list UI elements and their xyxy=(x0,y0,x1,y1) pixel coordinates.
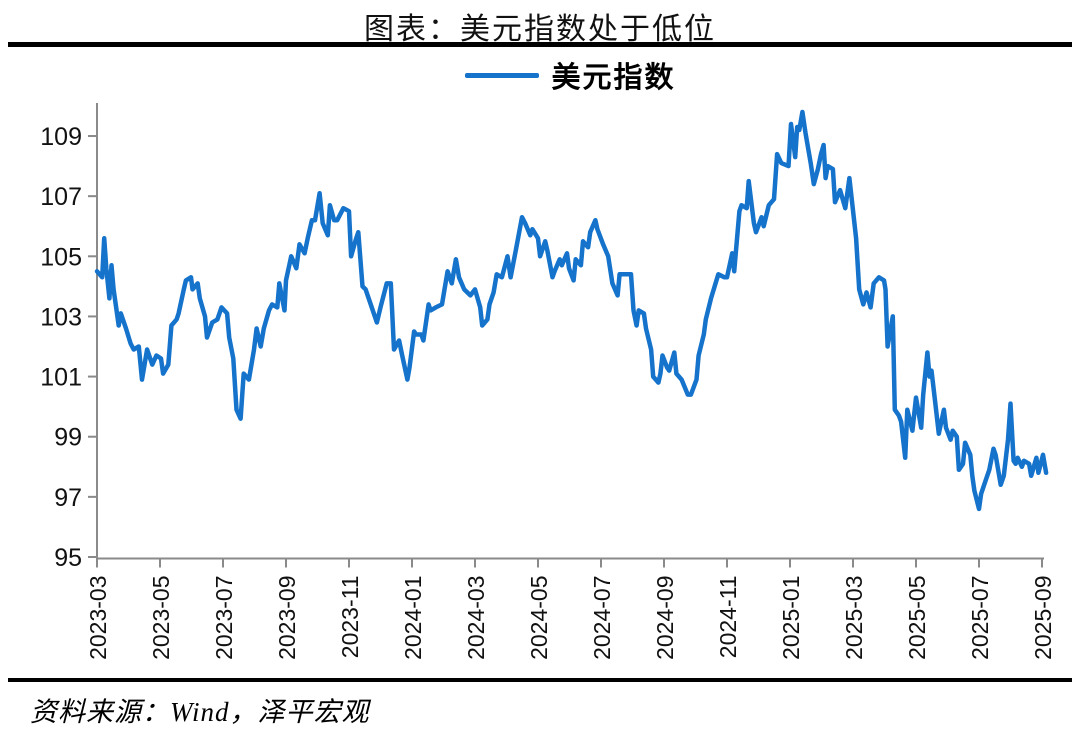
legend-series-label: 美元指数 xyxy=(551,62,676,94)
bottom-divider xyxy=(8,678,1072,682)
y-tick-label: 101 xyxy=(40,364,82,392)
y-tick-label: 95 xyxy=(54,544,82,572)
x-tick-label: 2023-03 xyxy=(85,576,111,660)
legend-line-swatch xyxy=(465,72,540,78)
x-tick-label: 2024-09 xyxy=(652,576,678,660)
x-tick-label: 2025-01 xyxy=(778,576,804,660)
x-tick-label: 2025-09 xyxy=(1030,576,1056,660)
chart-legend: 美元指数 xyxy=(97,57,1044,94)
top-divider xyxy=(8,42,1072,47)
x-tick-label: 2024-03 xyxy=(463,576,489,660)
x-tick-label: 2023-09 xyxy=(274,576,300,660)
dollar-index-line-chart: 95 97 99 101 103 105 107 109 2023-03 2023-05 2023-… xyxy=(40,103,1056,660)
y-tick-label: 99 xyxy=(54,424,82,452)
y-tick-label: 107 xyxy=(40,183,82,211)
x-tick-label: 2024-07 xyxy=(589,576,615,660)
y-tick-label: 103 xyxy=(40,303,82,331)
y-tick-label: 105 xyxy=(40,243,82,271)
y-tick-label: 109 xyxy=(40,123,82,151)
series-line-美元指数 xyxy=(94,109,1049,512)
figure-title: 图表：美元指数处于低位 xyxy=(364,13,716,46)
x-tick-label: 2024-05 xyxy=(526,576,552,660)
x-tick-label: 2023-07 xyxy=(211,576,237,660)
x-tick-label: 2024-01 xyxy=(400,576,426,660)
x-tick-label: 2023-11 xyxy=(337,576,363,659)
x-tick-label: 2025-05 xyxy=(904,576,930,660)
x-tick-label: 2025-07 xyxy=(967,576,993,660)
x-tick-label: 2023-05 xyxy=(148,576,174,660)
data-source-note: 资料来源：Wind，泽平宏观 xyxy=(30,697,370,727)
y-tick-label: 97 xyxy=(54,484,82,512)
x-tick-label: 2025-03 xyxy=(841,576,867,660)
x-tick-label: 2024-11 xyxy=(715,576,741,659)
